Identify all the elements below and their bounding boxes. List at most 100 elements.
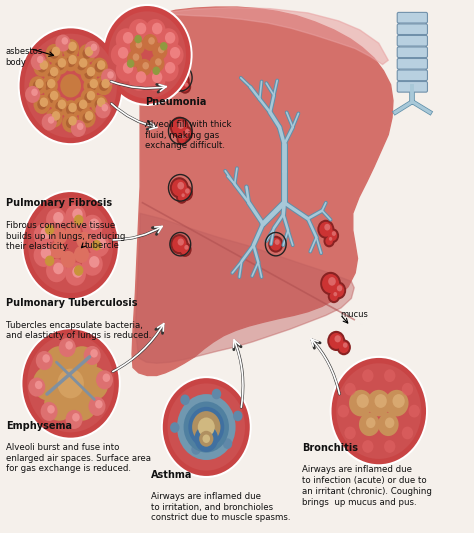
Circle shape [328, 277, 336, 286]
Circle shape [170, 117, 189, 138]
Text: Emphysema: Emphysema [6, 421, 73, 431]
Circle shape [385, 390, 409, 416]
Circle shape [74, 215, 83, 225]
Circle shape [91, 95, 108, 114]
Circle shape [91, 44, 97, 51]
Circle shape [182, 193, 185, 197]
Circle shape [62, 114, 79, 133]
Circle shape [44, 88, 61, 107]
Circle shape [97, 98, 105, 107]
Circle shape [182, 135, 185, 139]
Polygon shape [136, 213, 354, 364]
Circle shape [328, 289, 340, 303]
Circle shape [79, 100, 87, 109]
Text: Airways are inflamed due
to irritation, and bronchioles
constrict due to muscle : Airways are inflamed due to irritation, … [151, 492, 291, 522]
Circle shape [170, 234, 188, 254]
Circle shape [73, 55, 90, 75]
Circle shape [145, 19, 165, 42]
Circle shape [33, 80, 42, 91]
Circle shape [402, 426, 413, 439]
Circle shape [90, 79, 98, 88]
Circle shape [31, 88, 38, 96]
Circle shape [57, 368, 84, 398]
Circle shape [152, 43, 167, 60]
Text: Airways are inflamed due
to infection (acute) or due to
an irritant (chronic). C: Airways are inflamed due to infection (a… [302, 465, 432, 506]
Circle shape [41, 227, 51, 239]
Circle shape [148, 37, 155, 45]
Circle shape [336, 364, 421, 459]
Circle shape [66, 43, 75, 54]
Circle shape [76, 60, 86, 70]
Circle shape [127, 50, 142, 67]
Circle shape [384, 440, 395, 453]
Text: tubercle: tubercle [85, 241, 120, 250]
Polygon shape [140, 7, 388, 64]
Circle shape [161, 376, 252, 478]
Circle shape [102, 374, 110, 382]
Circle shape [223, 438, 232, 449]
Text: Asthma: Asthma [151, 470, 192, 480]
Circle shape [168, 66, 183, 83]
Circle shape [67, 387, 97, 421]
Circle shape [47, 405, 55, 414]
Circle shape [385, 417, 394, 428]
Circle shape [179, 185, 193, 201]
Circle shape [18, 26, 124, 146]
Circle shape [99, 80, 109, 91]
Circle shape [274, 239, 280, 245]
Circle shape [160, 42, 168, 51]
Circle shape [61, 251, 76, 268]
Circle shape [49, 48, 59, 59]
Circle shape [191, 444, 201, 455]
Circle shape [165, 32, 175, 44]
Circle shape [177, 394, 236, 460]
Circle shape [82, 112, 92, 123]
Circle shape [55, 35, 71, 52]
Text: asbestos
body: asbestos body [5, 47, 43, 67]
Circle shape [66, 104, 75, 115]
Circle shape [102, 4, 192, 106]
Circle shape [45, 255, 55, 266]
Text: Pneumonia: Pneumonia [145, 98, 206, 108]
Circle shape [55, 101, 65, 112]
Circle shape [27, 335, 114, 432]
Circle shape [34, 223, 55, 247]
Circle shape [72, 208, 82, 220]
FancyBboxPatch shape [397, 70, 428, 80]
Circle shape [129, 68, 150, 91]
Circle shape [34, 95, 51, 114]
Circle shape [179, 126, 193, 142]
Circle shape [72, 266, 82, 278]
Circle shape [356, 394, 369, 408]
Circle shape [345, 383, 356, 395]
Circle shape [79, 58, 87, 68]
Circle shape [178, 193, 185, 201]
Circle shape [185, 188, 190, 193]
Circle shape [52, 228, 67, 245]
Circle shape [176, 191, 187, 204]
Circle shape [111, 43, 132, 67]
Circle shape [182, 76, 186, 81]
Circle shape [183, 401, 229, 453]
Circle shape [41, 402, 58, 421]
Circle shape [158, 28, 179, 52]
Circle shape [374, 394, 387, 408]
Circle shape [173, 68, 181, 76]
Circle shape [181, 128, 191, 140]
Circle shape [62, 39, 79, 58]
Circle shape [55, 60, 65, 70]
Circle shape [181, 187, 191, 199]
Circle shape [172, 236, 186, 252]
Circle shape [178, 135, 186, 143]
Circle shape [37, 56, 44, 63]
Circle shape [87, 91, 95, 100]
FancyBboxPatch shape [397, 24, 428, 35]
Circle shape [20, 327, 121, 440]
Circle shape [133, 53, 139, 61]
Circle shape [95, 99, 104, 110]
Circle shape [81, 64, 98, 83]
Circle shape [50, 241, 65, 259]
Circle shape [176, 133, 188, 146]
Circle shape [68, 42, 77, 51]
Circle shape [23, 192, 118, 298]
